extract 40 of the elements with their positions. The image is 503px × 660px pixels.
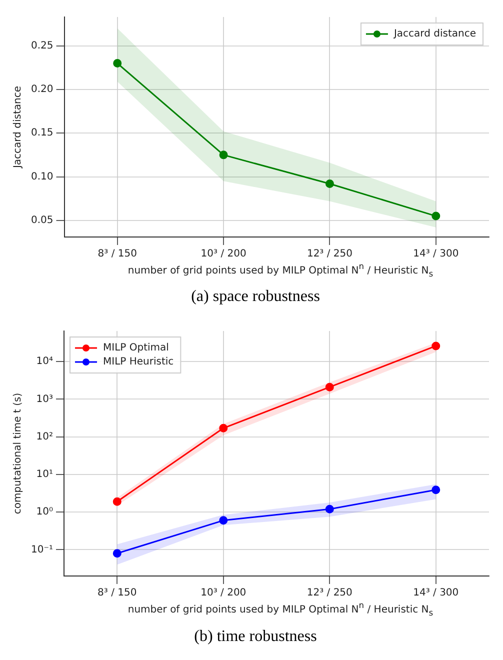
legend-label: Jaccard distance xyxy=(392,28,476,40)
y-tick-label: 10⁻¹ xyxy=(30,544,54,556)
point xyxy=(325,383,334,392)
x-tick-label: 12³ / 250 xyxy=(306,588,352,599)
y-tick-label: 0.20 xyxy=(31,84,54,96)
x-tick-label: 14³ / 300 xyxy=(413,248,459,260)
point xyxy=(325,505,334,514)
x-tick-label: 14³ / 300 xyxy=(413,588,459,599)
y-axis-title: Jaccard distance xyxy=(12,86,24,170)
y-tick-label: 0.10 xyxy=(31,171,54,182)
point xyxy=(219,516,228,526)
x-tick-label: 12³ / 250 xyxy=(306,248,352,260)
text: (b) time robustness xyxy=(193,628,318,646)
y-tick-label: 10² xyxy=(36,432,54,443)
y-tick-label: 0.25 xyxy=(31,40,54,52)
x-tick-label: 8³ / 150 xyxy=(98,588,137,599)
x-tick-label: 8³ / 150 xyxy=(98,248,137,260)
point xyxy=(219,424,228,433)
y-tick-label: 10³ xyxy=(36,394,54,406)
point xyxy=(112,498,122,506)
point xyxy=(325,179,334,188)
legend-label: MILP Optimal xyxy=(103,342,169,354)
point xyxy=(432,342,440,351)
x-axis-title: number of grid points used by MILP Optimal N$^{n}$ / Heuristic N$_{s}$ xyxy=(126,600,434,618)
x-tick-label: 10³ / 200 xyxy=(200,588,246,599)
point xyxy=(113,59,122,68)
y-tick-label: 0.05 xyxy=(31,215,54,226)
y-tick-label: 10¹ xyxy=(36,469,54,480)
text: (a) space robustness xyxy=(190,288,321,306)
point xyxy=(432,212,440,220)
legend-label: MILP Heuristic xyxy=(103,356,174,368)
y-axis-title: computational time t (s) xyxy=(12,393,24,514)
point xyxy=(219,150,228,160)
point xyxy=(432,486,440,494)
x-tick-label: 10³ / 200 xyxy=(200,248,246,260)
y-tick-label: 0.15 xyxy=(31,128,54,139)
point xyxy=(112,549,122,558)
y-tick-label: 10⁴ xyxy=(36,356,54,368)
x-axis-title: number of grid points used by MILP Optimal N$^{n}$ / Heuristic N$_{s}$ xyxy=(126,261,434,278)
y-tick-label: 10⁰ xyxy=(36,507,54,518)
